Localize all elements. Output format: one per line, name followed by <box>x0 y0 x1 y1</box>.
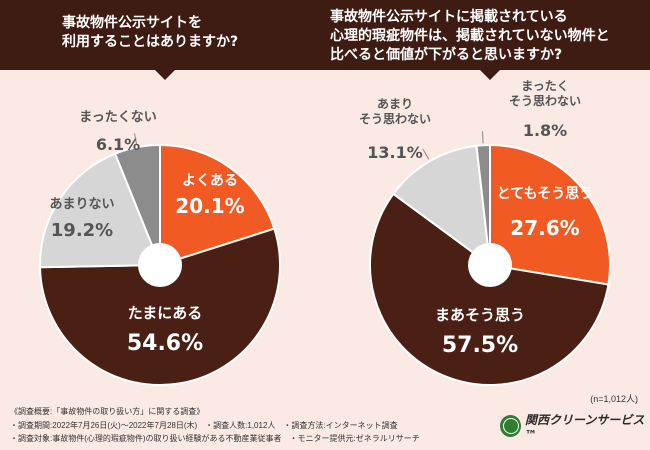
pie2-label-1: とてもそう思う <box>497 186 594 202</box>
pie2-value-4: 1.8% <box>523 121 567 140</box>
company-logo: 関西クリーンサービス™ <box>500 413 650 442</box>
pie1-value-3: 19.2% <box>51 220 113 241</box>
pie2-leader-3 <box>422 148 430 160</box>
pie2-label-4-line2: そう思わない <box>509 94 581 108</box>
pie1-label-2: たまにある <box>128 304 203 322</box>
pie2-value-3: 13.1% <box>367 143 423 162</box>
pie2-label-3-line1: あまり <box>377 97 413 111</box>
pie1-value-4: 6.1% <box>96 135 140 154</box>
pie2-slice-4 <box>475 143 491 266</box>
pie1-center-hole <box>138 243 182 287</box>
pie1-label-1: よくある <box>182 173 238 189</box>
pie1-leader-4 <box>133 133 138 146</box>
sample-size-label: (n=1,012人) <box>590 394 638 404</box>
header-pointer-2 <box>480 70 500 80</box>
pie1-value-1: 20.1% <box>175 194 244 218</box>
pie2-label-2: まあそう思う <box>435 306 525 324</box>
footer-period: ・調査期間:2022年7月26日(火)〜2022年7月28日(木) ・調査人数:… <box>10 421 398 430</box>
pie1-value-2: 54.6% <box>127 331 203 356</box>
pie2-label-3-line2: そう思わない <box>359 112 431 126</box>
header-pointer-1 <box>155 70 175 80</box>
pie1-label-4: まったくない <box>79 110 156 125</box>
logo-text: 関西クリーンサービス™ <box>524 412 645 442</box>
footer-summary: 《調査概要:「事故物件の取り扱い方」に関する調査》 <box>10 407 205 416</box>
question-1-title: 事故物件公示サイトを 利用することはありますか? <box>62 15 239 50</box>
pie2-value-2: 57.5% <box>442 333 518 358</box>
pie2-value-1: 27.6% <box>510 216 579 240</box>
pie2-slice-2 <box>369 192 610 386</box>
pie2-leader-4 <box>481 131 484 144</box>
pie2-label-4-line1: まったく <box>521 79 569 93</box>
pie2-center-hole <box>468 243 512 287</box>
pie1-slice-1 <box>159 143 276 267</box>
pie2-slice-3 <box>391 144 492 268</box>
question-2-title: 事故物件公示サイトに掲載されている 心理的瑕疵物件は、掲載されていない物件と 比… <box>330 9 610 63</box>
pie2-slice-1 <box>489 143 611 286</box>
pie1-slice-4 <box>113 143 161 266</box>
pie1-label-3: あまりない <box>49 197 114 212</box>
footer-target: ・調査対象:事故物件(心理的瑕疵物件)の取り扱い経験がある不動産業従事者 ・モニ… <box>10 434 420 443</box>
survey-footer: 《調査概要:「事故物件の取り扱い方」に関する調査》 ・調査期間:2022年7月2… <box>0 404 650 450</box>
pie1-slice-2 <box>39 227 281 386</box>
pie1-slice-3 <box>39 152 162 269</box>
globe-icon <box>500 415 521 437</box>
header-bar <box>0 0 650 70</box>
